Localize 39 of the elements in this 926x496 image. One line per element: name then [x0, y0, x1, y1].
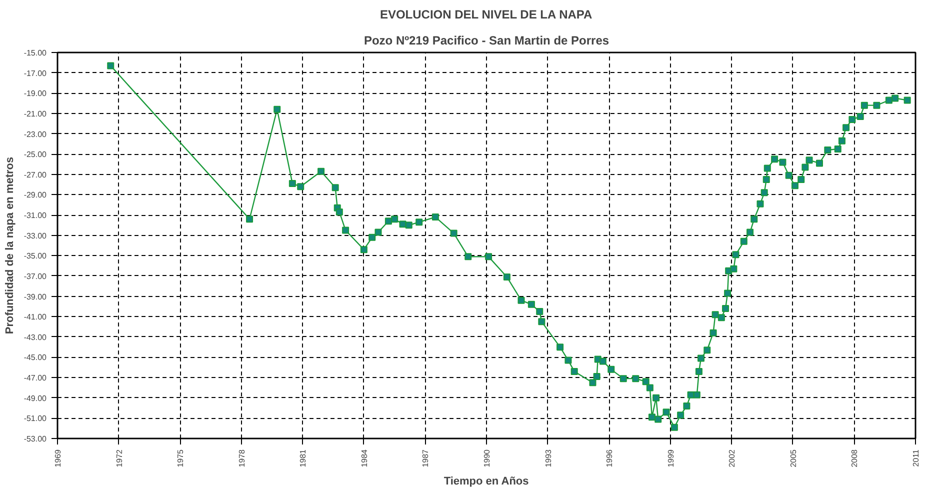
y-axis-title: Profundidad de la napa en metros [4, 156, 16, 334]
x-tick-label: 2005 [788, 448, 798, 468]
y-tick-label: -15.00 [24, 48, 48, 58]
y-tick-label: -29.00 [24, 190, 48, 200]
y-tick-label: -27.00 [24, 170, 48, 180]
y-tick-label: -47.00 [24, 374, 48, 383]
x-tick-label: 1969 [54, 448, 62, 468]
y-tick-label: -45.00 [24, 353, 48, 362]
y-tick-label: -25.00 [24, 150, 48, 160]
x-tick-label: 2011 [912, 448, 920, 467]
y-tick-label: -19.00 [24, 89, 48, 98]
x-tick-label: 1981 [298, 448, 308, 468]
x-tick-label: 2002 [728, 448, 737, 468]
y-tick-label: -43.00 [24, 332, 48, 342]
y-tick-label: -35.00 [24, 252, 48, 261]
y-tick-label: -41.00 [24, 312, 48, 322]
x-tick-label: 1972 [114, 448, 124, 468]
y-tick-label: -39.00 [24, 292, 48, 302]
x-tick-label: 1990 [482, 448, 492, 468]
y-tick-label: -51.00 [24, 414, 48, 424]
y-tick-label: -53.00 [24, 434, 48, 444]
x-axis-title: Tiempo en Años [444, 475, 529, 488]
y-tick-label: -21.00 [24, 109, 48, 118]
y-tick-label: -31.00 [24, 211, 48, 220]
x-tick-label: 1984 [360, 448, 369, 468]
y-tick-label: -37.00 [24, 272, 48, 281]
x-tick-label: 1999 [666, 448, 676, 468]
x-tick-label: 1987 [421, 448, 430, 468]
x-tick-label: 1978 [237, 448, 246, 468]
y-tick-label: -49.00 [24, 394, 48, 403]
chart-title: EVOLUCION DEL NIVEL DE LA NAPA [380, 8, 593, 22]
y-tick-label: -17.00 [24, 68, 48, 78]
chart-subtitle: Pozo Nº219 Pacifico - San Martin de Porres [364, 34, 610, 48]
y-tick-label: -23.00 [24, 130, 48, 139]
x-tick-label: 1993 [544, 448, 553, 468]
x-tick-label: 1975 [176, 448, 186, 468]
y-tick-label: -33.00 [24, 231, 48, 240]
x-tick-label: 1996 [605, 448, 614, 468]
x-tick-label: 2008 [850, 448, 860, 468]
